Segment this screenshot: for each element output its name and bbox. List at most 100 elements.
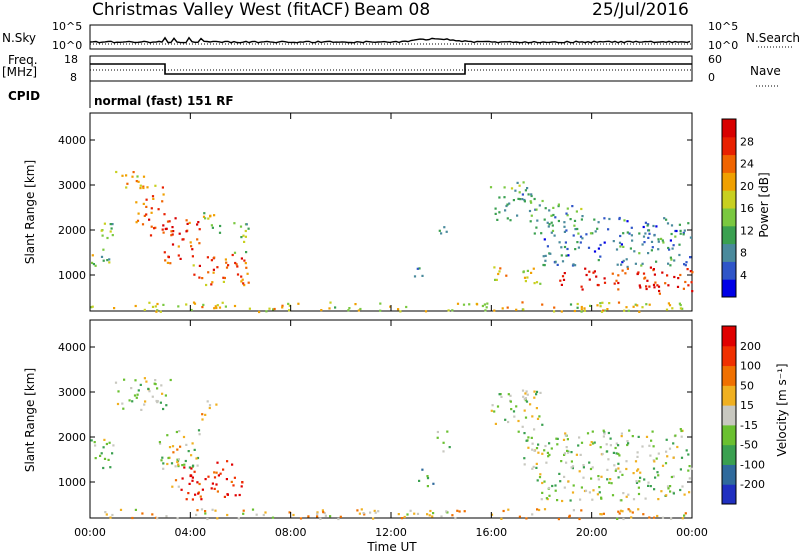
range-cell bbox=[535, 407, 538, 410]
range-cell bbox=[515, 308, 518, 311]
range-cell bbox=[156, 400, 159, 403]
range-cell bbox=[440, 515, 443, 518]
range-cell bbox=[233, 222, 236, 225]
range-cell bbox=[210, 283, 213, 286]
range-cell bbox=[641, 445, 644, 448]
range-cell bbox=[650, 439, 653, 442]
power-panel: 1000 2000 3000 4000 Slant Range [km] 28 24 20… bbox=[23, 112, 771, 314]
range-cell bbox=[538, 204, 541, 207]
range-cell bbox=[652, 467, 656, 470]
range-cell bbox=[565, 254, 568, 257]
range-cell bbox=[215, 483, 218, 486]
range-cell bbox=[187, 492, 190, 495]
range-cell bbox=[409, 509, 412, 512]
range-cell bbox=[442, 441, 445, 444]
range-cell bbox=[647, 236, 650, 239]
range-cell bbox=[667, 302, 670, 305]
range-cell bbox=[562, 438, 566, 441]
range-cell bbox=[113, 307, 116, 310]
range-cell bbox=[662, 241, 665, 244]
range-cell bbox=[647, 223, 650, 226]
range-cell bbox=[190, 245, 193, 248]
range-cell bbox=[665, 494, 668, 497]
range-cell bbox=[654, 281, 657, 284]
range-cell bbox=[142, 202, 145, 205]
range-cell bbox=[653, 460, 656, 463]
range-cell bbox=[111, 513, 114, 517]
range-cell bbox=[609, 444, 612, 447]
range-cell bbox=[564, 432, 567, 435]
range-cell bbox=[560, 310, 563, 313]
range-cell bbox=[581, 215, 584, 218]
range-cell bbox=[174, 465, 177, 468]
range-cell bbox=[356, 509, 359, 512]
range-cell bbox=[657, 238, 660, 241]
range-cell bbox=[561, 499, 564, 503]
range-cell bbox=[569, 499, 572, 502]
range-cell bbox=[203, 212, 206, 215]
range-cell bbox=[146, 186, 149, 189]
range-cell bbox=[650, 249, 653, 252]
range-cell bbox=[262, 513, 265, 517]
range-cell bbox=[542, 255, 545, 258]
range-cell bbox=[631, 239, 634, 242]
range-cell bbox=[210, 259, 213, 262]
range-cell bbox=[626, 265, 629, 268]
range-cell bbox=[91, 305, 94, 308]
range-cell bbox=[190, 454, 193, 457]
range-cell bbox=[121, 174, 124, 177]
range-cell bbox=[634, 460, 638, 463]
range-cell bbox=[177, 458, 180, 461]
range-cell bbox=[674, 434, 677, 437]
range-cell bbox=[189, 241, 192, 244]
range-cell bbox=[597, 284, 600, 287]
range-cell bbox=[143, 308, 146, 311]
range-cell bbox=[272, 308, 275, 311]
range-cell bbox=[125, 186, 128, 189]
range-cell bbox=[543, 264, 546, 267]
range-cell bbox=[541, 423, 544, 426]
range-cell bbox=[106, 236, 109, 240]
range-cell bbox=[109, 516, 112, 519]
range-cell bbox=[531, 442, 534, 445]
range-cell bbox=[211, 281, 214, 284]
range-cell bbox=[151, 305, 155, 308]
range-cell bbox=[202, 215, 206, 218]
range-cell bbox=[156, 309, 159, 312]
range-cell bbox=[107, 458, 110, 461]
range-cell bbox=[672, 492, 675, 495]
range-cell bbox=[498, 196, 501, 199]
range-cell bbox=[424, 310, 428, 313]
range-cell bbox=[561, 260, 565, 263]
range-cell bbox=[667, 262, 670, 265]
range-cell bbox=[658, 289, 661, 293]
range-cell bbox=[494, 422, 497, 425]
range-cell bbox=[678, 243, 681, 246]
range-cell bbox=[499, 267, 502, 270]
range-cell bbox=[643, 241, 646, 244]
range-cell bbox=[626, 231, 629, 234]
range-cell bbox=[281, 306, 284, 309]
range-cell bbox=[436, 430, 439, 434]
range-cell bbox=[660, 237, 663, 240]
range-cell bbox=[238, 493, 241, 497]
range-cell bbox=[172, 230, 175, 233]
range-cell bbox=[150, 225, 153, 228]
range-cell bbox=[535, 390, 539, 393]
nsearch-label: N.Search bbox=[746, 31, 800, 45]
range-cell bbox=[177, 465, 180, 468]
range-cell bbox=[678, 223, 681, 226]
range-cell bbox=[680, 429, 683, 433]
range-cell bbox=[657, 452, 660, 455]
range-cell bbox=[616, 517, 619, 520]
range-cell bbox=[131, 400, 134, 403]
range-cell bbox=[563, 475, 566, 478]
range-cell bbox=[181, 464, 184, 467]
range-cell bbox=[204, 512, 207, 515]
range-cell bbox=[476, 303, 479, 306]
x-tick-label: 00:00 bbox=[74, 526, 106, 539]
range-cell bbox=[154, 184, 157, 187]
range-cell bbox=[199, 495, 202, 498]
range-cell bbox=[321, 509, 324, 512]
range-cell bbox=[162, 407, 165, 411]
